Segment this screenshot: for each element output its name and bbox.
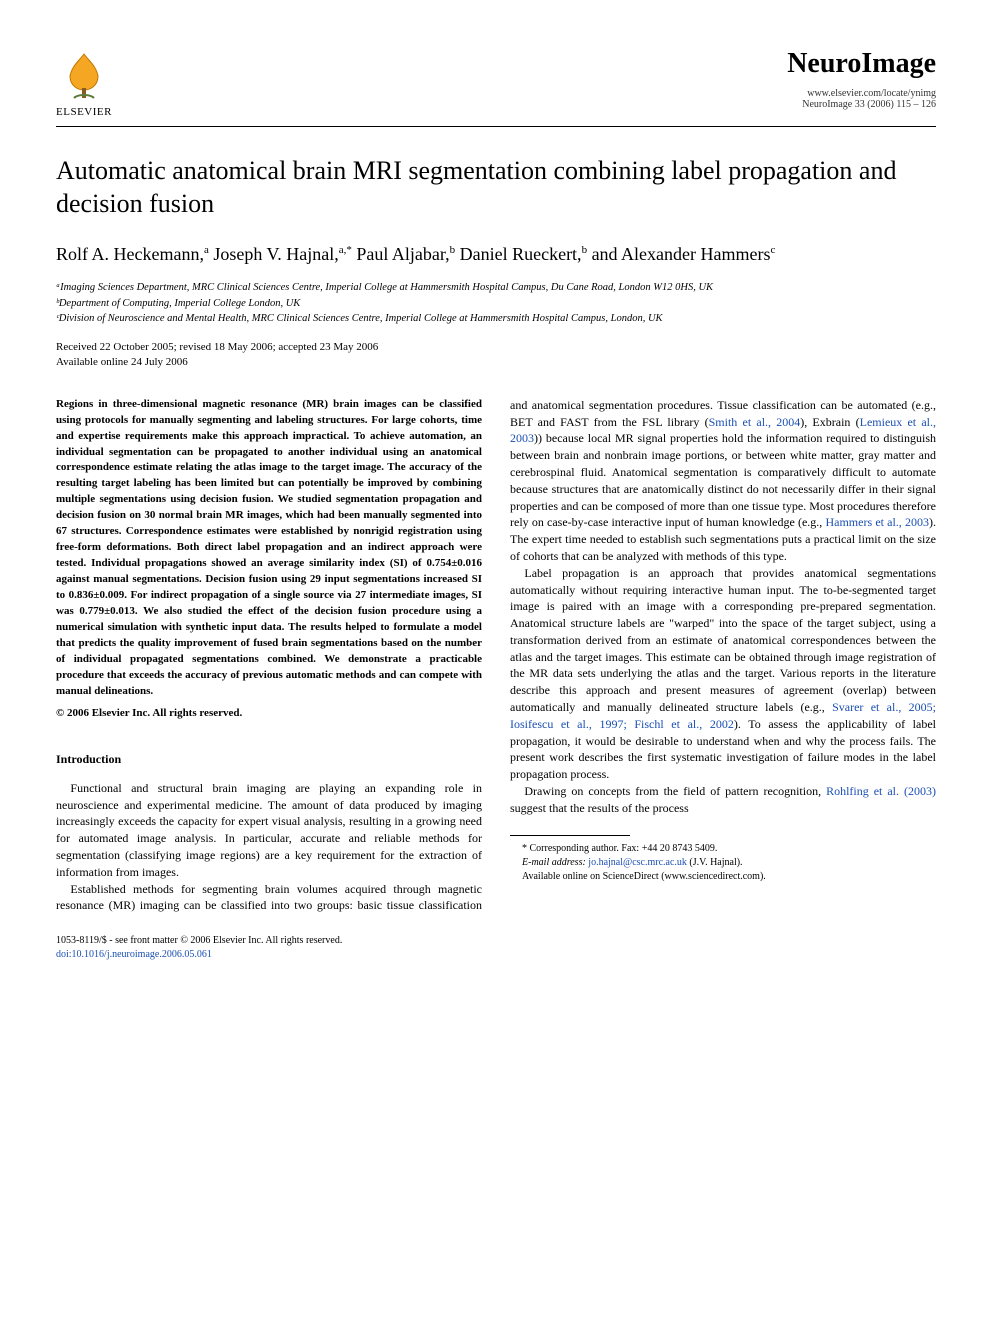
intro-para-1: Functional and structural brain imaging … — [56, 780, 482, 881]
intro-para-4: Drawing on concepts from the field of pa… — [510, 783, 936, 817]
sciencedirect-line: Available online on ScienceDirect (www.s… — [510, 870, 936, 884]
intro-p4-pre: Drawing on concepts from the field of pa… — [524, 784, 826, 798]
journal-title: NeuroImage — [787, 48, 936, 80]
introduction-heading: Introduction — [56, 751, 482, 768]
abstract-copyright: © 2006 Elsevier Inc. All rights reserved… — [56, 706, 482, 721]
intro-p2-mid1: ), Exbrain ( — [800, 415, 859, 429]
journal-block: NeuroImage www.elsevier.com/locate/ynimg… — [787, 48, 936, 110]
corresponding-author: * Corresponding author. Fax: +44 20 8743… — [510, 842, 936, 856]
journal-url: www.elsevier.com/locate/ynimg — [787, 88, 936, 99]
ref-smith-2004[interactable]: Smith et al., 2004 — [709, 415, 801, 429]
footnote-rule — [510, 835, 630, 836]
body-columns: Regions in three-dimensional magnetic re… — [56, 397, 936, 914]
affiliation-b: ᵇDepartment of Computing, Imperial Colle… — [56, 296, 936, 311]
email-person: (J.V. Hajnal). — [689, 857, 742, 868]
affiliation-a: ᵃImaging Sciences Department, MRC Clinic… — [56, 280, 936, 295]
page-footer: 1053-8119/$ - see front matter © 2006 El… — [56, 934, 936, 962]
article-title: Automatic anatomical brain MRI segmentat… — [56, 155, 936, 220]
header-rule — [56, 126, 936, 127]
intro-p4-post: suggest that the results of the process — [510, 801, 689, 815]
issn-line: 1053-8119/$ - see front matter © 2006 El… — [56, 934, 936, 948]
page-header: ELSEVIER NeuroImage www.elsevier.com/loc… — [56, 48, 936, 118]
email-line: E-mail address: jo.hajnal@csc.mrc.ac.uk … — [510, 856, 936, 870]
journal-citation: NeuroImage 33 (2006) 115 – 126 — [787, 99, 936, 110]
intro-para-3: Label propagation is an approach that pr… — [510, 565, 936, 783]
publisher-block: ELSEVIER — [56, 48, 112, 118]
doi-line: doi:10.1016/j.neuroimage.2006.05.061 — [56, 948, 936, 962]
online-line: Available online 24 July 2006 — [56, 355, 936, 370]
intro-p3-pre: Label propagation is an approach that pr… — [510, 566, 936, 714]
ref-rohlfing-2003[interactable]: Rohlfing et al. (2003) — [826, 784, 936, 798]
affiliation-c: ᶜDivision of Neuroscience and Mental Hea… — [56, 311, 936, 326]
email-label: E-mail address: — [522, 857, 586, 868]
doi-link[interactable]: doi:10.1016/j.neuroimage.2006.05.061 — [56, 949, 212, 960]
received-line: Received 22 October 2005; revised 18 May… — [56, 340, 936, 355]
email-link[interactable]: jo.hajnal@csc.mrc.ac.uk — [588, 857, 687, 868]
affiliations: ᵃImaging Sciences Department, MRC Clinic… — [56, 280, 936, 326]
article-dates: Received 22 October 2005; revised 18 May… — [56, 340, 936, 371]
abstract-text: Regions in three-dimensional magnetic re… — [56, 397, 482, 700]
authors-line: Rolf A. Heckemann,a Joseph V. Hajnal,a,*… — [56, 242, 936, 266]
footnote-block: * Corresponding author. Fax: +44 20 8743… — [510, 835, 936, 884]
elsevier-tree-icon — [56, 48, 112, 104]
publisher-name: ELSEVIER — [56, 106, 112, 118]
ref-hammers-2003[interactable]: Hammers et al., 2003 — [825, 515, 929, 529]
